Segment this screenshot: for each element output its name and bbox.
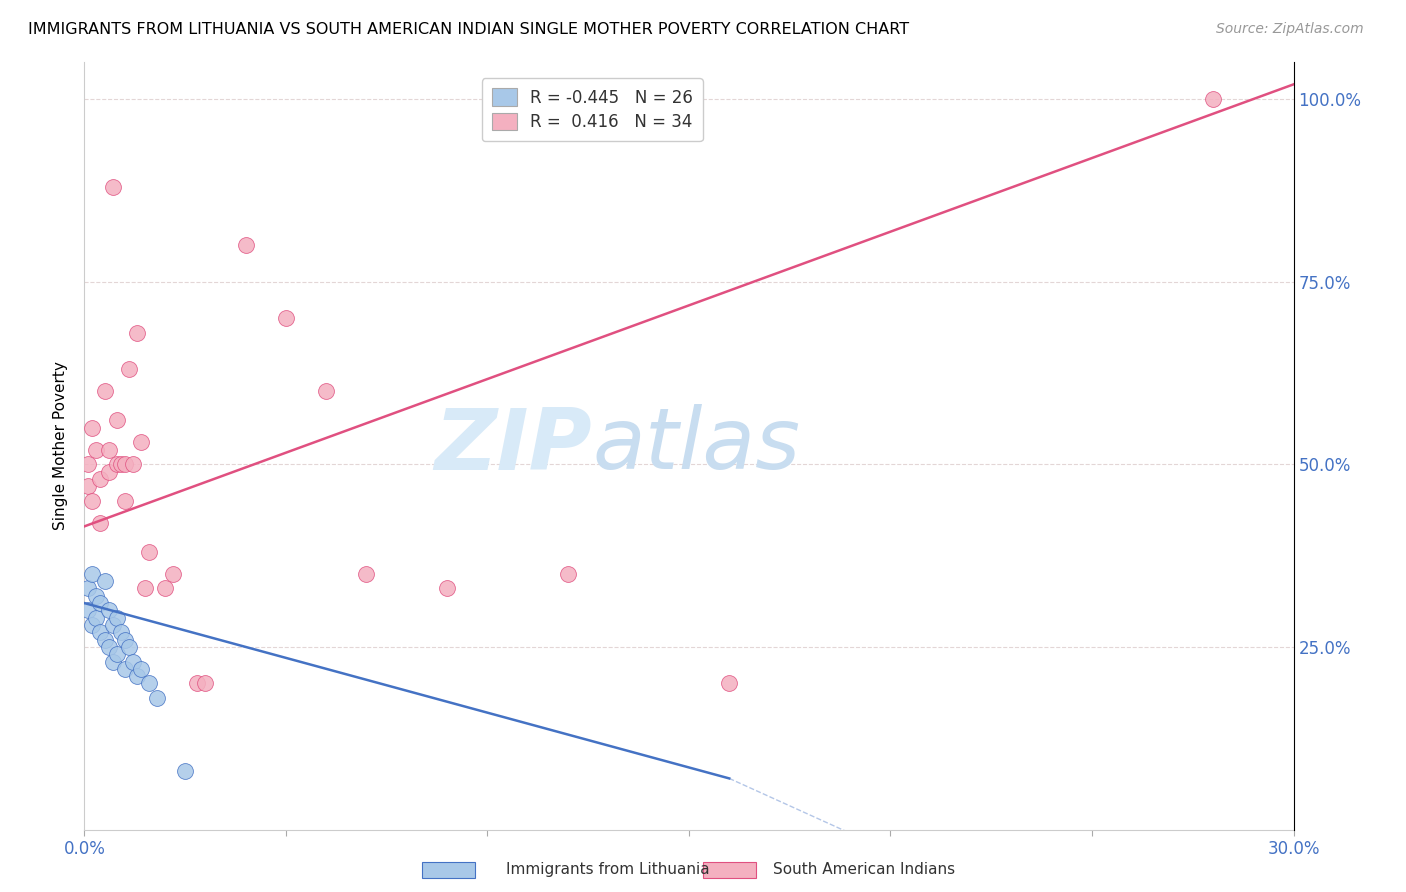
Point	[557, 566, 579, 581]
Text: Source: ZipAtlas.com: Source: ZipAtlas.com	[1216, 22, 1364, 37]
Point	[114, 457, 136, 471]
Point	[194, 676, 217, 690]
Point	[315, 384, 337, 399]
Point	[89, 596, 111, 610]
Point	[89, 516, 111, 530]
Point	[162, 566, 184, 581]
Point	[77, 479, 100, 493]
Point	[77, 603, 100, 617]
Point	[114, 493, 136, 508]
Text: ZIP: ZIP	[434, 404, 592, 488]
Point	[134, 582, 156, 596]
Point	[86, 442, 108, 457]
Point	[138, 545, 160, 559]
Point	[114, 662, 136, 676]
Point	[77, 582, 100, 596]
Point	[97, 442, 120, 457]
Point	[93, 574, 115, 589]
Point	[105, 457, 128, 471]
Point	[101, 655, 124, 669]
Text: South American Indians: South American Indians	[773, 863, 956, 877]
Point	[82, 618, 104, 632]
Point	[86, 589, 108, 603]
Point	[1202, 92, 1225, 106]
Point	[356, 566, 378, 581]
Point	[105, 610, 128, 624]
Point	[138, 676, 160, 690]
Point	[105, 413, 128, 427]
Point	[125, 326, 148, 340]
Point	[97, 640, 120, 654]
Point	[174, 764, 197, 778]
Point	[82, 493, 104, 508]
Legend: R = -0.445   N = 26, R =  0.416   N = 34: R = -0.445 N = 26, R = 0.416 N = 34	[482, 78, 703, 142]
Point	[97, 603, 120, 617]
Point	[146, 691, 169, 706]
Point	[93, 632, 115, 647]
Point	[82, 421, 104, 435]
Point	[93, 384, 115, 399]
Point	[110, 457, 132, 471]
Point	[121, 457, 143, 471]
Point	[718, 676, 741, 690]
Point	[82, 566, 104, 581]
Point	[86, 610, 108, 624]
Point	[129, 662, 152, 676]
Point	[274, 311, 297, 326]
Text: Immigrants from Lithuania: Immigrants from Lithuania	[506, 863, 710, 877]
Point	[105, 647, 128, 661]
Point	[186, 676, 208, 690]
Point	[125, 669, 148, 683]
Point	[118, 640, 141, 654]
Text: atlas: atlas	[592, 404, 800, 488]
Point	[153, 582, 176, 596]
Point	[121, 655, 143, 669]
Point	[97, 465, 120, 479]
Point	[110, 625, 132, 640]
Point	[89, 472, 111, 486]
Point	[129, 435, 152, 450]
Text: IMMIGRANTS FROM LITHUANIA VS SOUTH AMERICAN INDIAN SINGLE MOTHER POVERTY CORRELA: IMMIGRANTS FROM LITHUANIA VS SOUTH AMERI…	[28, 22, 910, 37]
Point	[101, 179, 124, 194]
Point	[101, 618, 124, 632]
Point	[235, 238, 257, 252]
Point	[77, 457, 100, 471]
Point	[118, 362, 141, 376]
Point	[114, 632, 136, 647]
Y-axis label: Single Mother Poverty: Single Mother Poverty	[53, 361, 69, 531]
Point	[89, 625, 111, 640]
Point	[436, 582, 458, 596]
